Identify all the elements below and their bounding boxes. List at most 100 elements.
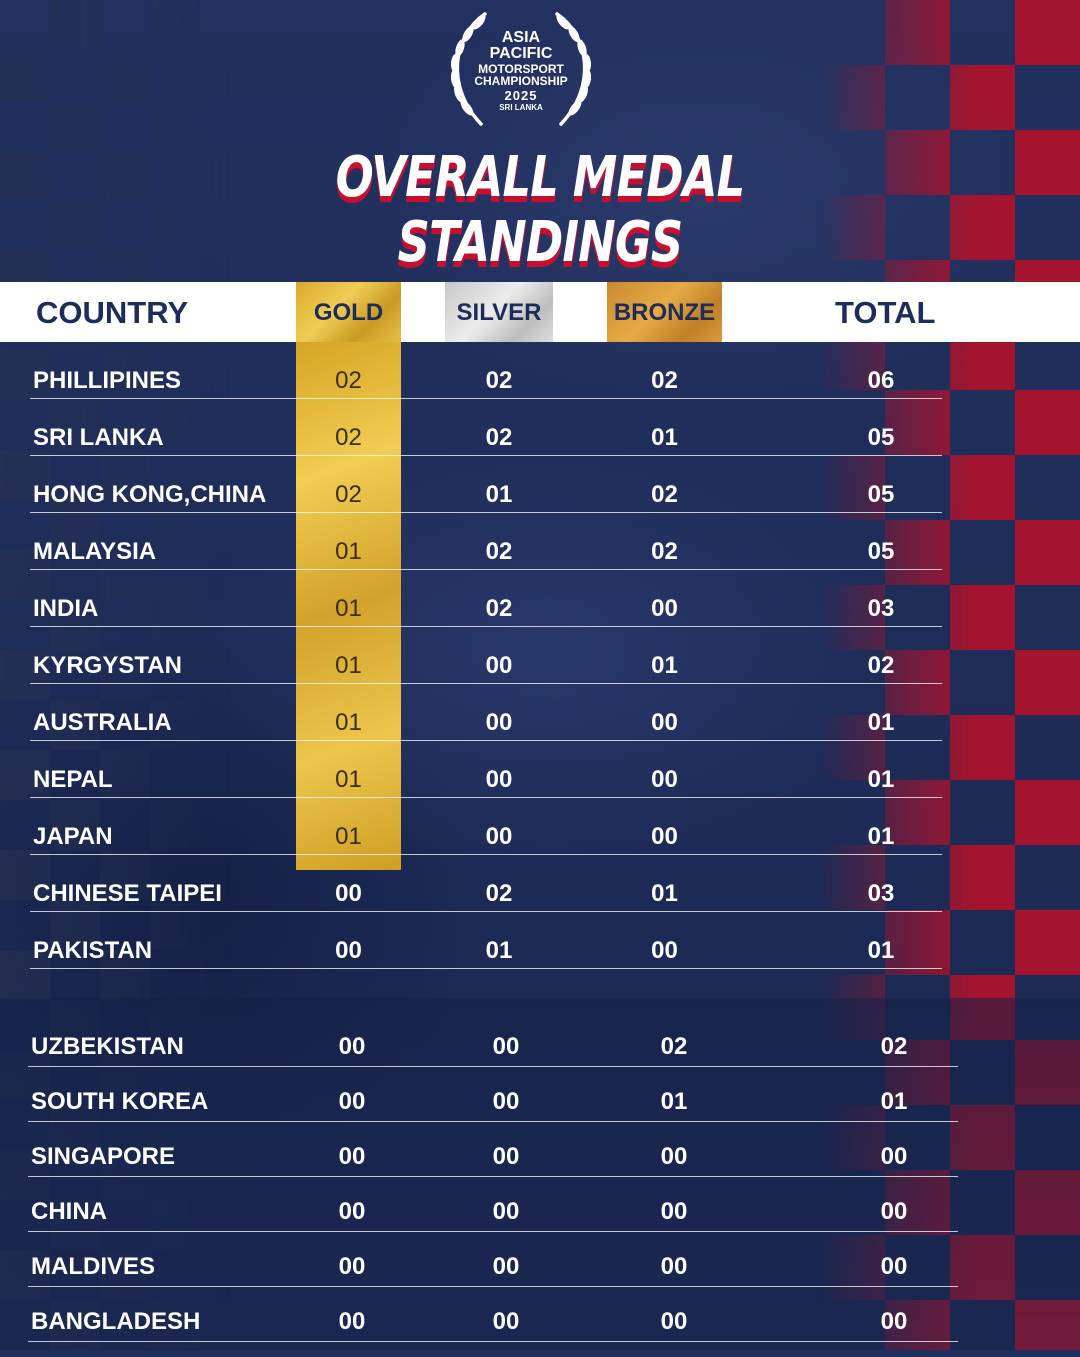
table-row: MALDIVES 00 00 00 00 [0, 1232, 1080, 1287]
header-silver: SILVER [445, 282, 553, 342]
row-country: JAPAN [33, 823, 113, 850]
row-silver: 00 [492, 1308, 520, 1335]
header-gold: GOLD [296, 282, 401, 342]
row-gold: 02 [335, 424, 362, 451]
row-divider [30, 569, 942, 570]
row-country: UZBEKISTAN [31, 1033, 184, 1060]
table-row: CHINESE TAIPEI 00 02 01 03 [0, 855, 1080, 912]
laurel-wreath-icon [450, 12, 592, 126]
row-divider [28, 1341, 958, 1342]
row-bronze: 01 [651, 652, 678, 679]
row-silver: 01 [485, 481, 513, 508]
row-total: 02 [880, 1033, 908, 1060]
row-divider [30, 740, 942, 741]
row-country: HONG KONG,CHINA [33, 481, 267, 508]
row-silver: 02 [485, 880, 513, 907]
row-country: MALDIVES [31, 1253, 156, 1280]
row-divider [28, 1286, 958, 1287]
row-country: INDIA [33, 595, 99, 622]
row-bronze: 00 [660, 1308, 688, 1335]
row-country: CHINESE TAIPEI [33, 880, 222, 907]
row-total: 01 [867, 937, 895, 964]
row-silver: 02 [485, 538, 513, 565]
row-country: BANGLADESH [31, 1308, 201, 1335]
row-total: 00 [880, 1308, 908, 1335]
page-title-line-1: Overall Medal [335, 145, 746, 210]
row-total: 05 [867, 538, 895, 565]
row-divider [30, 854, 942, 855]
row-silver: 00 [492, 1033, 520, 1060]
table-row: KYRGYSTAN 01 00 01 02 [0, 627, 1080, 684]
logo-line-motorsport: MOTORSPORT [478, 62, 564, 76]
row-divider [30, 911, 942, 912]
row-gold: 00 [338, 1143, 366, 1170]
row-divider [30, 455, 942, 456]
row-total: 06 [867, 367, 895, 394]
row-total: 05 [867, 481, 895, 508]
table-row: BANGLADESH 00 00 00 00 [0, 1287, 1080, 1342]
row-silver: 00 [485, 766, 513, 793]
row-total: 00 [880, 1198, 908, 1225]
row-total: 03 [867, 595, 895, 622]
row-divider [28, 1066, 958, 1067]
row-gold: 01 [335, 538, 362, 565]
row-silver: 01 [485, 937, 513, 964]
row-divider [30, 398, 942, 399]
row-gold: 02 [335, 367, 362, 394]
logo-line-asia: ASIA [501, 29, 541, 46]
logo-line-year: 2025 [504, 88, 538, 103]
row-bronze: 00 [660, 1198, 688, 1225]
row-country: PAKISTAN [33, 937, 153, 964]
table-row: JAPAN 01 00 00 01 [0, 798, 1080, 855]
row-bronze: 00 [651, 766, 678, 793]
row-gold: 00 [338, 1198, 366, 1225]
row-silver: 02 [485, 424, 513, 451]
row-total: 01 [867, 709, 895, 736]
row-divider [30, 683, 942, 684]
row-silver: 00 [485, 823, 513, 850]
medal-table-lower-panel [0, 998, 1080, 1350]
row-divider [30, 512, 942, 513]
row-total: 02 [867, 652, 895, 679]
row-country: NEPAL [33, 766, 113, 793]
table-header: COUNTRY GOLD SILVER BRONZE TOTAL [0, 282, 1080, 342]
row-silver: 02 [485, 595, 513, 622]
row-gold: 00 [338, 1088, 366, 1115]
row-bronze: 01 [660, 1088, 688, 1115]
row-total: 03 [867, 880, 895, 907]
row-silver: 00 [492, 1198, 520, 1225]
header-total: TOTAL [835, 295, 936, 330]
row-divider [28, 1121, 958, 1122]
row-total: 00 [880, 1253, 908, 1280]
row-total: 01 [880, 1088, 908, 1115]
table-row: INDIA 01 02 00 03 [0, 570, 1080, 627]
row-bronze: 02 [651, 538, 678, 565]
row-total: 01 [867, 766, 895, 793]
page-title-line-2: Standings [397, 210, 684, 275]
row-divider [28, 1176, 958, 1177]
row-divider [30, 968, 942, 969]
table-row: PAKISTAN 00 01 00 01 [0, 912, 1080, 969]
table-row: CHINA 00 00 00 00 [0, 1177, 1080, 1232]
logo-line-pacific: PACIFIC [489, 45, 553, 62]
table-row: PHILLIPINES 02 02 02 06 [0, 342, 1080, 399]
row-bronze: 00 [651, 709, 678, 736]
row-bronze: 02 [660, 1033, 688, 1060]
row-country: PHILLIPINES [33, 367, 182, 394]
championship-logo: ASIA PACIFIC MOTORSPORT CHAMPIONSHIP 202… [441, 6, 601, 134]
row-total: 01 [867, 823, 895, 850]
row-gold: 00 [338, 1308, 366, 1335]
row-bronze: 02 [651, 481, 678, 508]
gold-column-highlight [296, 342, 401, 870]
table-row: UZBEKISTAN 00 00 02 02 [0, 1012, 1080, 1067]
logo-line-host: SRI LANKA [499, 103, 543, 112]
row-gold: 02 [335, 481, 362, 508]
row-gold: 01 [335, 709, 362, 736]
row-bronze: 02 [651, 367, 678, 394]
row-divider [28, 1231, 958, 1232]
row-bronze: 01 [651, 424, 678, 451]
row-bronze: 00 [651, 595, 678, 622]
row-silver: 00 [492, 1143, 520, 1170]
row-country: SINGAPORE [31, 1143, 176, 1170]
row-silver: 02 [485, 367, 513, 394]
